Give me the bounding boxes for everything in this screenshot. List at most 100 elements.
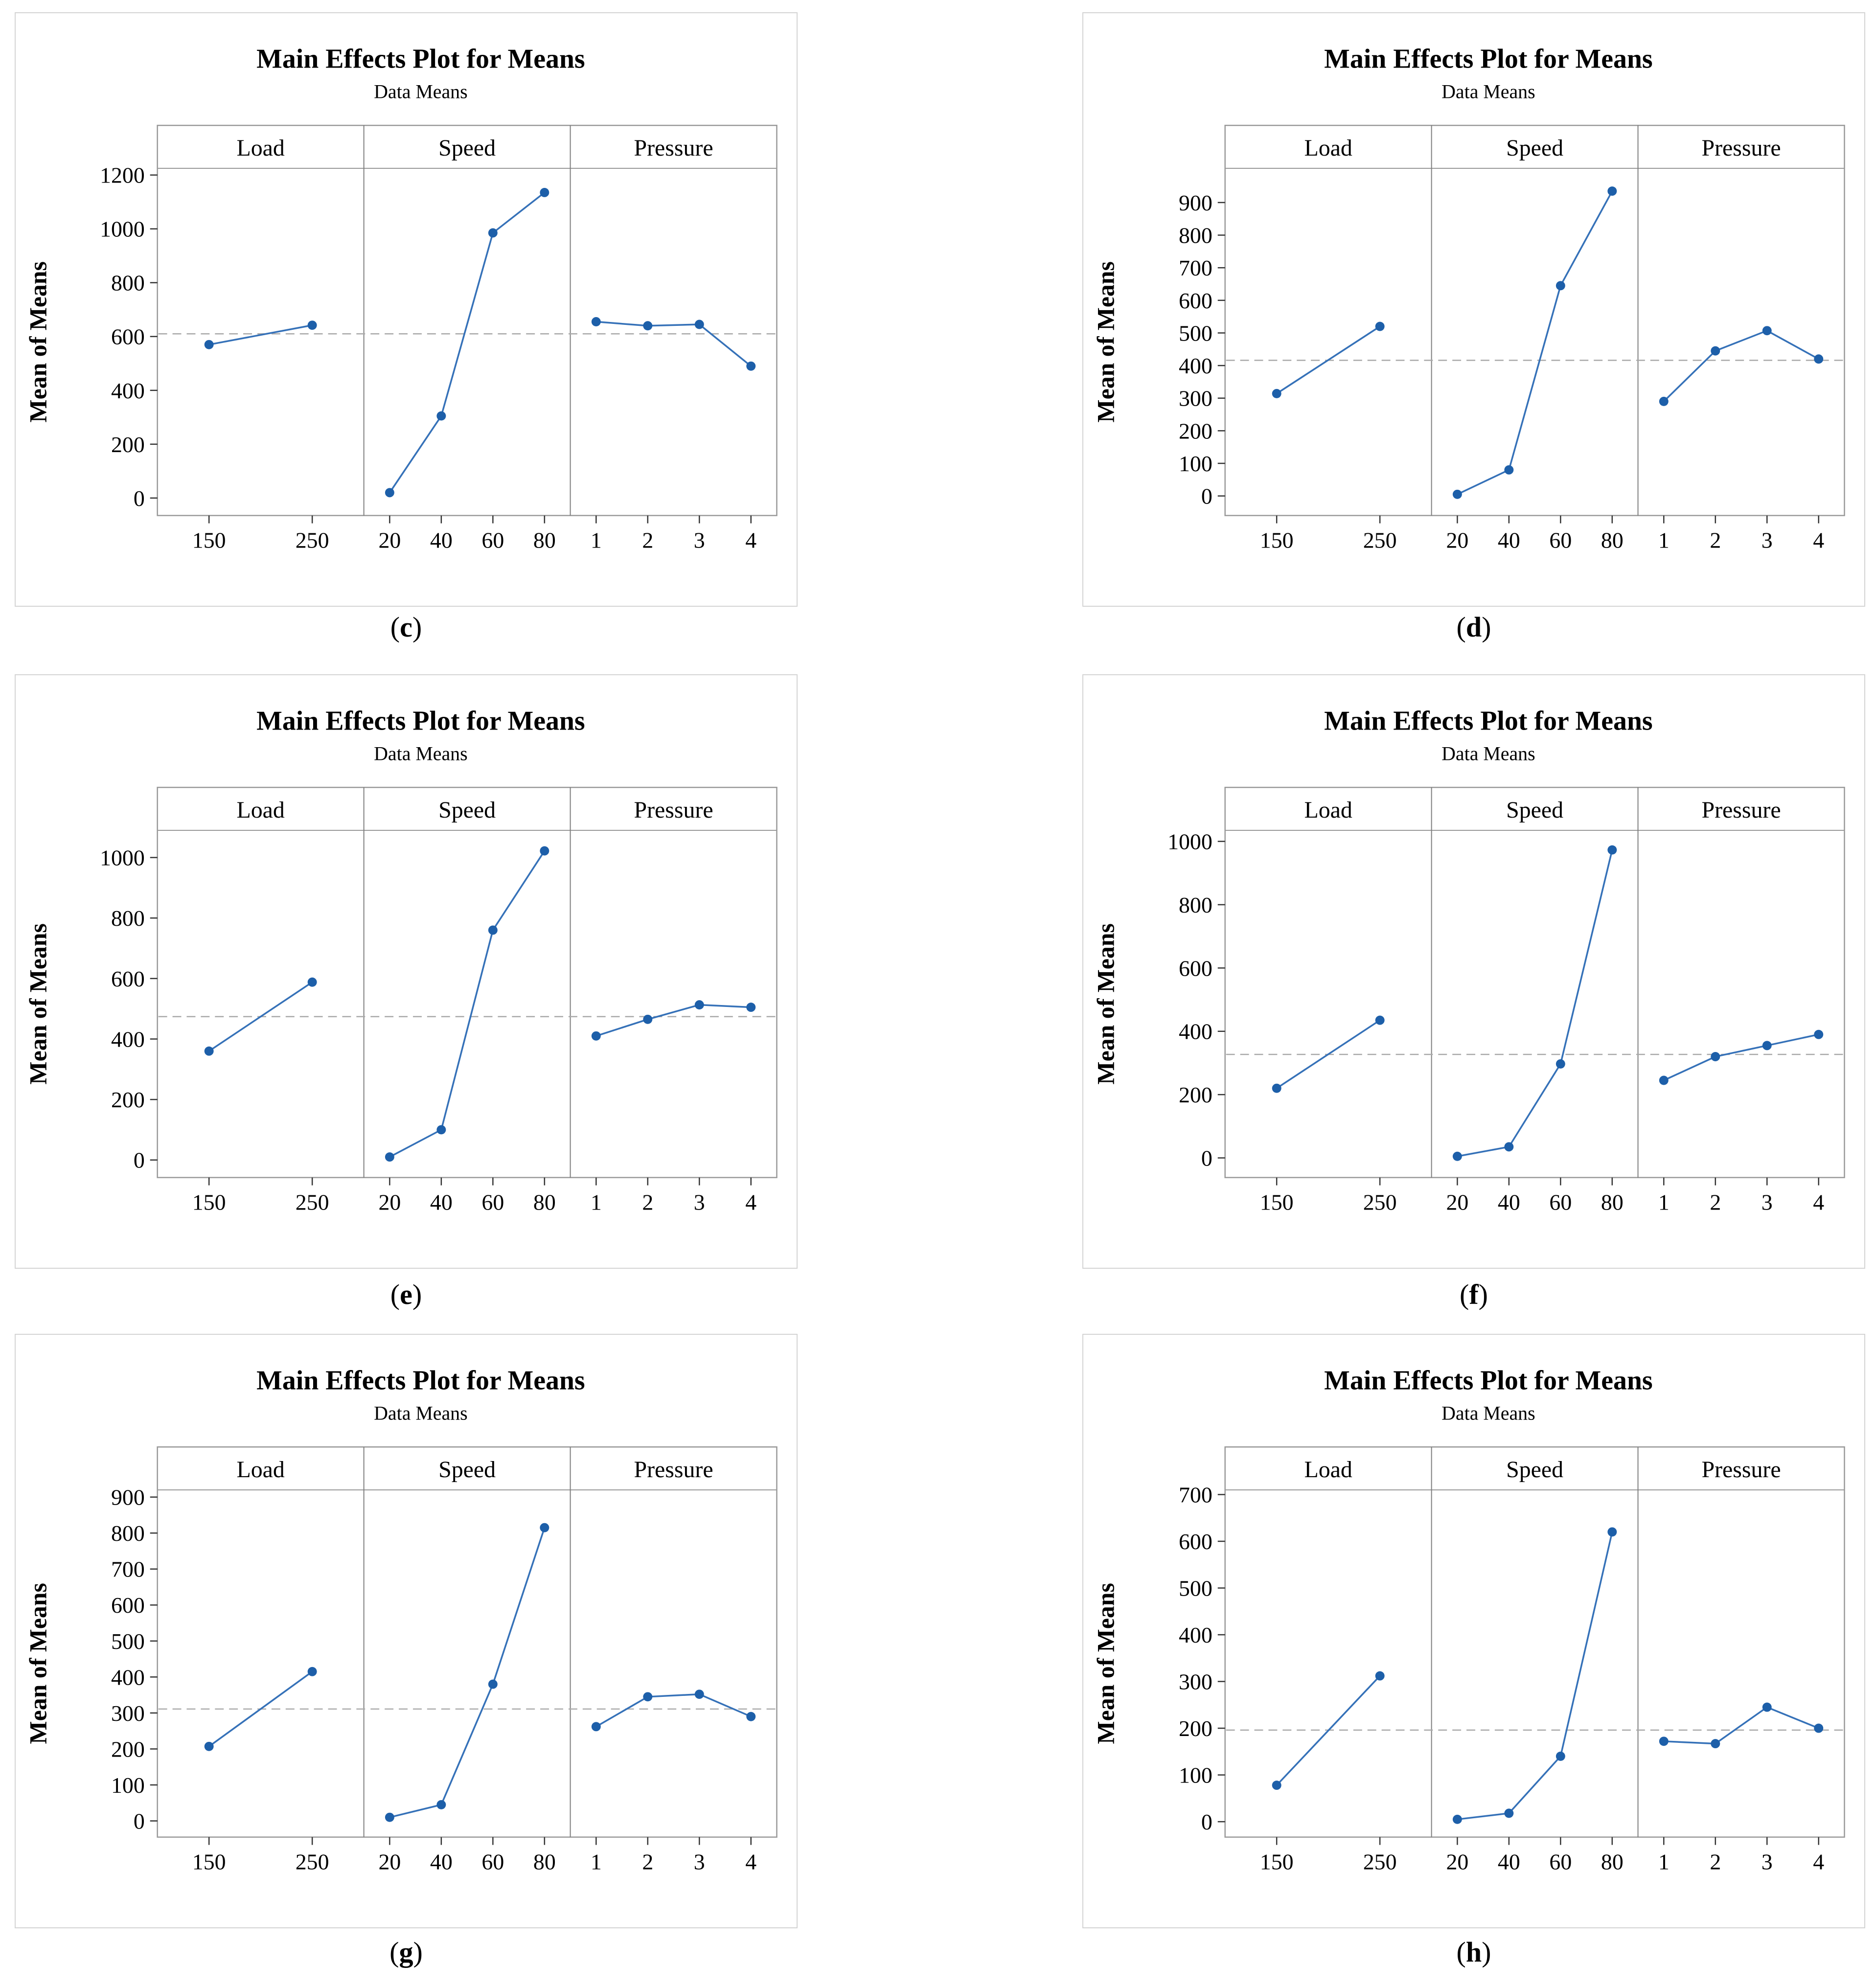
x-tick-label: 20 <box>1446 1849 1468 1874</box>
x-tick-label: 80 <box>1601 527 1624 552</box>
series-line <box>1664 1706 1819 1745</box>
panel-label: Pressure <box>1701 1457 1781 1483</box>
data-point <box>385 488 394 498</box>
y-tick-label: 400 <box>111 1027 145 1051</box>
x-tick-label: 60 <box>481 1189 504 1214</box>
y-tick-label: 600 <box>1179 1529 1213 1554</box>
panel-label: Speed <box>1506 135 1563 161</box>
x-tick-label: 150 <box>192 1849 226 1874</box>
x-tick-label: 150 <box>192 1189 226 1214</box>
caption-letter: h <box>1465 1936 1482 1968</box>
series-line <box>1276 1675 1381 1786</box>
chart-title: Main Effects Plot for Means <box>256 1366 585 1396</box>
data-point <box>694 320 704 329</box>
y-tick-label: 400 <box>1179 353 1213 378</box>
x-tick-label: 1 <box>591 1189 602 1214</box>
x-tick-label: 20 <box>378 1189 401 1214</box>
y-tick-label: 400 <box>1179 1622 1213 1647</box>
x-tick-label: 60 <box>1549 1849 1572 1874</box>
plot-frame <box>157 1446 778 1838</box>
series-line <box>208 1670 313 1747</box>
x-tick-label: 4 <box>1813 1189 1824 1214</box>
y-tick-label: 600 <box>111 966 145 991</box>
x-tick-label: 2 <box>642 1849 653 1874</box>
data-point <box>746 1712 756 1721</box>
x-tick-label: 3 <box>694 527 705 552</box>
y-tick-label: 100 <box>1179 451 1213 476</box>
panel-label: Load <box>237 1457 285 1483</box>
x-tick-label: 80 <box>533 1189 556 1214</box>
data-point <box>1375 1671 1385 1681</box>
x-tick-label: 40 <box>430 1189 453 1214</box>
series-line <box>595 1004 751 1037</box>
y-tick-label: 1200 <box>100 163 145 188</box>
y-tick-label: 800 <box>111 1521 145 1546</box>
y-tick-label: 0 <box>1201 1145 1213 1170</box>
y-tick-label: 400 <box>111 378 145 403</box>
data-point <box>1762 1041 1772 1051</box>
x-tick-label: 1 <box>1658 527 1670 552</box>
data-point <box>1272 388 1281 398</box>
caption-d: (d) <box>1082 611 1865 643</box>
y-tick-label: 200 <box>111 1737 145 1761</box>
plot-frame <box>1224 786 1845 1178</box>
main-effects-chart-c: Main Effects Plot for Means Data Means Mea… <box>15 12 798 607</box>
data-point <box>694 1690 704 1699</box>
y-tick-label: 1000 <box>100 845 145 870</box>
series-line <box>1276 325 1381 394</box>
data-point <box>1452 1814 1462 1824</box>
data-point <box>1814 1029 1824 1039</box>
series-line <box>389 1527 546 1818</box>
y-tick-label: 800 <box>1179 223 1213 248</box>
y-tick-label: 100 <box>111 1773 145 1798</box>
data-point <box>436 411 446 421</box>
data-point <box>204 1046 214 1056</box>
data-point <box>1711 346 1720 356</box>
panel-label: Speed <box>438 135 496 161</box>
data-point <box>1659 1075 1669 1085</box>
x-tick-label: 40 <box>1498 1849 1520 1874</box>
y-axis-label: Mean of Means <box>24 261 51 422</box>
x-tick-label: 1 <box>591 1849 602 1874</box>
main-effects-chart-h: Main Effects Plot for Means Data Means Mea… <box>1082 1334 1865 1928</box>
y-tick-label: 0 <box>134 486 145 511</box>
series-line <box>389 192 545 493</box>
data-point <box>488 1679 498 1689</box>
data-point <box>1272 1781 1281 1790</box>
y-axis-label: Mean of Means <box>24 923 51 1084</box>
y-tick-label: 600 <box>111 1593 145 1618</box>
data-point <box>1659 396 1669 406</box>
chart-title: Main Effects Plot for Means <box>1324 706 1652 736</box>
x-tick-label: 4 <box>745 527 756 552</box>
x-tick-label: 1 <box>591 527 602 552</box>
main-effects-plot: Main Effects Plot for Means Data Means Mea… <box>24 706 778 1214</box>
x-tick-label: 2 <box>642 1189 653 1214</box>
panel-label: Pressure <box>1701 135 1781 161</box>
data-point <box>1504 465 1514 475</box>
data-point <box>643 1692 653 1702</box>
series-line <box>1663 1033 1819 1081</box>
y-tick-label: 500 <box>111 1629 145 1654</box>
x-tick-label: 4 <box>745 1849 756 1874</box>
caption-c: (c) <box>15 611 798 643</box>
x-tick-label: 250 <box>1363 1849 1397 1874</box>
data-point <box>643 1014 653 1024</box>
plot-frame <box>1224 124 1845 516</box>
caption-open: ( <box>1460 1279 1469 1310</box>
chart-title: Main Effects Plot for Means <box>256 706 585 736</box>
y-tick-label: 300 <box>1179 386 1213 411</box>
y-tick-label: 0 <box>134 1148 145 1173</box>
y-tick-label: 700 <box>1179 1482 1213 1507</box>
data-point <box>1607 845 1617 855</box>
x-tick-label: 60 <box>1549 1189 1572 1214</box>
series-line <box>1276 1019 1381 1089</box>
x-tick-label: 3 <box>1762 1849 1773 1874</box>
data-point <box>591 317 601 326</box>
data-point <box>1556 1751 1565 1761</box>
y-tick-label: 0 <box>134 1808 145 1833</box>
series-line <box>208 981 313 1052</box>
y-tick-label: 200 <box>1179 1082 1213 1107</box>
x-tick-label: 150 <box>192 527 226 552</box>
data-point <box>746 1003 756 1012</box>
